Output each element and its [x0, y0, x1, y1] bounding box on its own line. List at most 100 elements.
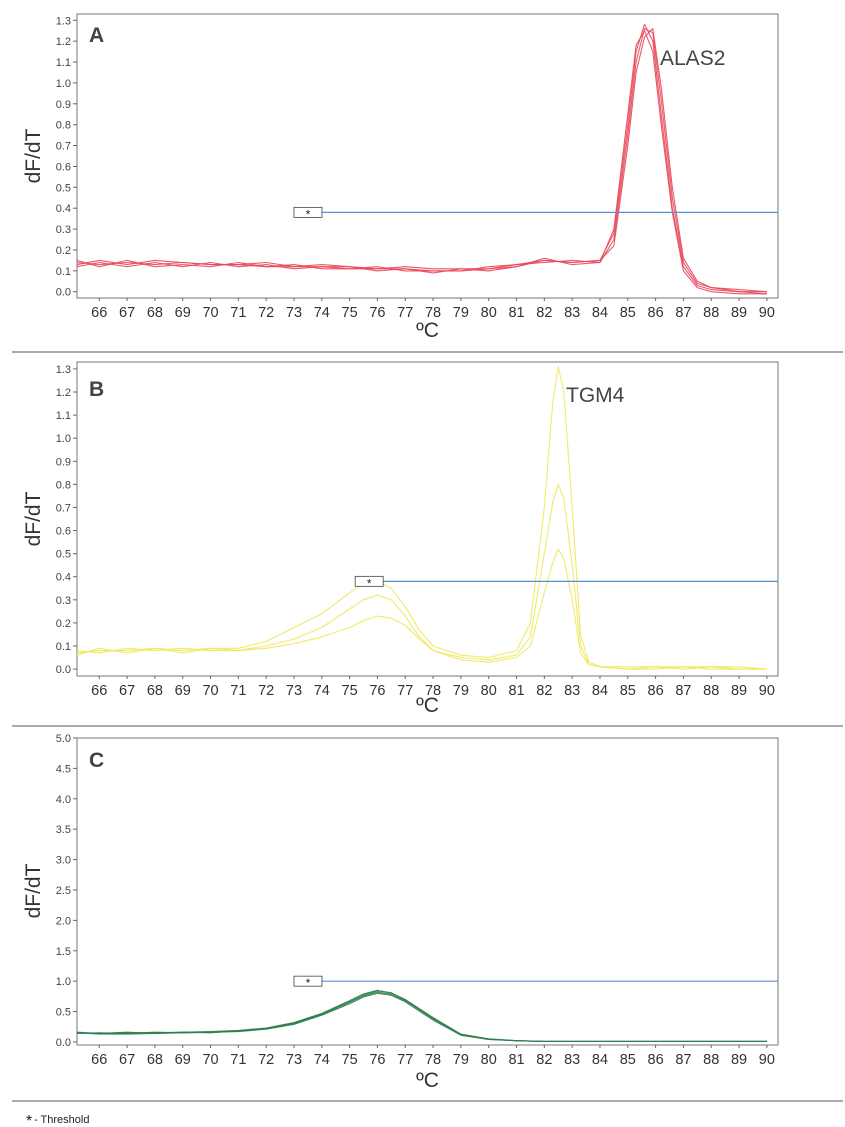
- x-tick-label: 74: [314, 305, 330, 321]
- x-tick-label: 78: [425, 683, 441, 699]
- y-tick-label: 0.5: [56, 1007, 71, 1019]
- x-tick-label: 86: [648, 683, 664, 699]
- y-tick-label: 0.6: [56, 526, 71, 538]
- x-tick-label: 85: [620, 1052, 636, 1068]
- gene-label: ALAS2: [660, 47, 725, 70]
- x-tick-label: 88: [703, 305, 719, 321]
- y-tick-label: 0.5: [56, 182, 71, 194]
- x-tick-label: 66: [91, 1052, 107, 1068]
- y-tick-label: 3.0: [56, 855, 71, 867]
- x-tick-label: 66: [91, 683, 107, 699]
- x-tick-label: 89: [731, 683, 747, 699]
- x-tick-label: 80: [481, 1052, 497, 1068]
- footnote-text: - Threshold: [34, 1114, 89, 1126]
- x-tick-label: 74: [314, 683, 330, 699]
- y-axis-label: dF/dT: [22, 128, 45, 183]
- plot-frame: [76, 737, 779, 1046]
- x-tick-label: 86: [648, 305, 664, 321]
- x-tick-label: 77: [397, 1052, 413, 1068]
- x-tick-label: 70: [202, 305, 218, 321]
- x-tick-label: 75: [342, 305, 358, 321]
- y-axis-label: dF/dT: [22, 863, 45, 918]
- x-tick-label: 82: [536, 1052, 552, 1068]
- melt-curve-line: [76, 366, 767, 670]
- x-tick-label: 69: [175, 1052, 191, 1068]
- y-tick-label: 0.1: [56, 641, 71, 653]
- x-tick-label: 87: [675, 1052, 691, 1068]
- x-tick-label: 83: [564, 1052, 580, 1068]
- x-tick-label: 68: [147, 305, 163, 321]
- x-tick-label: 86: [648, 1052, 664, 1068]
- x-tick-label: 79: [453, 683, 469, 699]
- x-tick-label: 84: [592, 1052, 608, 1068]
- x-tick-label: 90: [759, 1052, 775, 1068]
- threshold-marker: *: [306, 207, 311, 221]
- x-tick-label: 73: [286, 683, 302, 699]
- x-tick-label: 87: [675, 305, 691, 321]
- y-tick-label: 1.1: [56, 57, 71, 69]
- panel-a: 0.0 0.1 0.2 0.3 0.4 0.5 0.6 0.7 0.8 0.9 1.0 1.1 1.2 1…: [22, 13, 779, 342]
- x-tick-label: 70: [202, 683, 218, 699]
- x-tick-label: 88: [703, 1052, 719, 1068]
- panel-label: C: [89, 749, 104, 772]
- x-tick-label: 67: [119, 305, 135, 321]
- y-tick-label: 0.0: [56, 1037, 71, 1049]
- y-tick-label: 1.2: [56, 387, 71, 399]
- y-tick-label: 0.0: [56, 287, 71, 299]
- y-tick-label: 0.2: [56, 618, 71, 630]
- x-tick-label: 71: [230, 1052, 246, 1068]
- x-tick-label: 71: [230, 305, 246, 321]
- melt-curve-line: [76, 28, 767, 293]
- x-tick-label: 69: [175, 305, 191, 321]
- y-tick-label: 4.5: [56, 763, 71, 775]
- x-tick-label: 77: [397, 683, 413, 699]
- x-tick-label: 73: [286, 1052, 302, 1068]
- y-tick-label: 0.9: [56, 99, 71, 111]
- y-tick-label: 0.6: [56, 161, 71, 173]
- x-tick-label: 90: [759, 305, 775, 321]
- panel-label: A: [89, 24, 104, 47]
- x-tick-label: 89: [731, 1052, 747, 1068]
- x-tick-label: 81: [508, 683, 524, 699]
- y-tick-label: 5.0: [56, 733, 71, 745]
- x-tick-label: 76: [369, 683, 385, 699]
- y-tick-label: 1.0: [56, 433, 71, 445]
- y-tick-label: 2.0: [56, 915, 71, 927]
- x-tick-label: 73: [286, 305, 302, 321]
- x-tick-label: 67: [119, 683, 135, 699]
- x-tick-label: 68: [147, 683, 163, 699]
- x-tick-label: 72: [258, 305, 274, 321]
- x-tick-label: 80: [481, 305, 497, 321]
- gene-label: TGM4: [566, 384, 625, 407]
- x-tick-label: 82: [536, 683, 552, 699]
- x-tick-label: 66: [91, 305, 107, 321]
- y-tick-label: 2.5: [56, 885, 71, 897]
- y-tick-label: 0.2: [56, 245, 71, 257]
- x-tick-label: 84: [592, 305, 608, 321]
- y-tick-label: 0.8: [56, 120, 71, 132]
- melt-curve-line: [76, 990, 767, 1042]
- melt-curve-line: [76, 28, 767, 293]
- x-tick-label: 81: [508, 305, 524, 321]
- x-tick-label: 72: [258, 683, 274, 699]
- x-tick-label: 87: [675, 683, 691, 699]
- x-tick-label: 85: [620, 305, 636, 321]
- y-tick-label: 1.3: [56, 364, 71, 376]
- threshold-marker: *: [367, 576, 372, 590]
- x-tick-label: 85: [620, 683, 636, 699]
- x-tick-label: 76: [369, 1052, 385, 1068]
- y-tick-label: 1.0: [56, 976, 71, 988]
- x-tick-label: 74: [314, 1052, 330, 1068]
- x-tick-label: 83: [564, 683, 580, 699]
- y-tick-label: 0.0: [56, 664, 71, 676]
- x-tick-label: 69: [175, 683, 191, 699]
- y-tick-label: 0.3: [56, 595, 71, 607]
- panel-label: B: [89, 378, 104, 401]
- threshold-marker-box: [354, 575, 384, 587]
- x-tick-label: 78: [425, 305, 441, 321]
- x-tick-label: 75: [342, 683, 358, 699]
- footnote: * - Threshold: [26, 1113, 89, 1127]
- y-tick-label: 0.8: [56, 479, 71, 491]
- y-tick-label: 1.0: [56, 78, 71, 90]
